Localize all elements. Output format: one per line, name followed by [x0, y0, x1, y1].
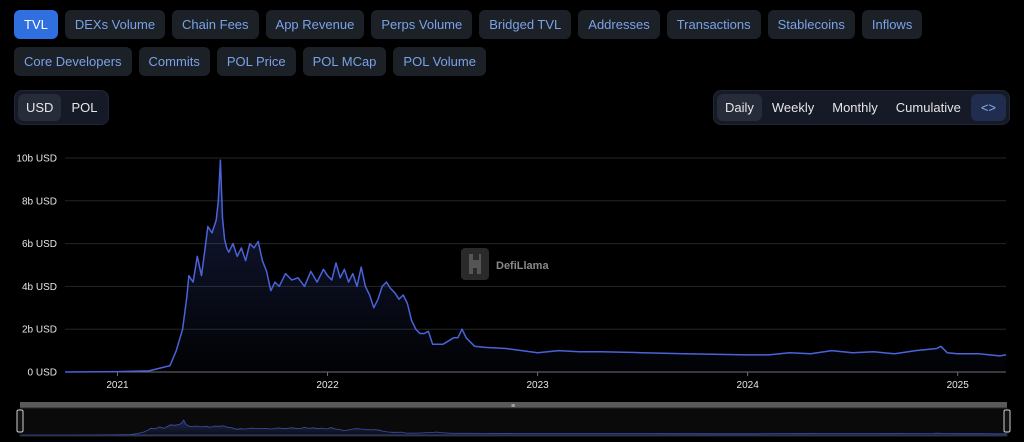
tab-chain-fees[interactable]: Chain Fees — [172, 10, 259, 39]
zoom-drag-grip-icon[interactable]: ≡ — [511, 403, 515, 410]
period-cumulative-button[interactable]: Cumulative — [895, 100, 961, 115]
zoom-right-handle[interactable] — [1003, 409, 1011, 433]
tab-tvl[interactable]: TVL — [14, 10, 58, 39]
x-tick-label: 2021 — [106, 380, 129, 391]
tab-addresses[interactable]: Addresses — [578, 10, 660, 39]
chart-tabs-row-2: Core Developers Commits POL Price POL MC… — [14, 47, 486, 76]
tab-pol-price[interactable]: POL Price — [216, 47, 296, 76]
y-tick-label: 0 USD — [28, 368, 57, 379]
tab-transactions[interactable]: Transactions — [666, 10, 761, 39]
defillama-watermark: DefiLlama — [461, 248, 549, 280]
zoom-preview-area — [21, 419, 1007, 436]
currency-toggle: USD POL — [14, 90, 110, 125]
x-tick-label: 2023 — [526, 380, 549, 391]
tab-inflows[interactable]: Inflows — [861, 10, 923, 39]
data-zoom-slider[interactable]: ≡ — [16, 402, 1011, 437]
period-monthly-button[interactable]: Monthly — [832, 100, 878, 115]
tab-commits[interactable]: Commits — [138, 47, 210, 76]
zoom-left-handle[interactable] — [16, 409, 24, 433]
tvl-chart: 0 USD 2b USD 4b USD 6b USD 8b USD 10b USD 202… — [16, 154, 1011, 437]
chart-tabs-row-1: TVL DEXs Volume Chain Fees App Revenue P… — [14, 10, 923, 39]
x-tick-label: 2022 — [316, 380, 339, 391]
tab-app-revenue[interactable]: App Revenue — [265, 10, 365, 39]
llama-logo — [461, 248, 489, 280]
y-tick-label: 6b USD — [22, 239, 57, 250]
tvl-series-line — [64, 159, 1007, 373]
x-tick-label: 2024 — [737, 380, 760, 391]
period-toggle: Daily Weekly Monthly Cumulative <> — [712, 90, 1010, 125]
tab-perps-volume[interactable]: Perps Volume — [371, 10, 473, 39]
y-axis: 0 USD 2b USD 4b USD 6b USD 8b USD 10b USD — [16, 154, 57, 379]
tab-core-developers[interactable]: Core Developers — [14, 47, 132, 76]
zoom-top-bar[interactable] — [20, 402, 1007, 408]
tab-dexs-volume[interactable]: DEXs Volume — [64, 10, 166, 39]
tab-stablecoins[interactable]: Stablecoins — [767, 10, 855, 39]
tab-pol-mcap[interactable]: POL MCap — [302, 47, 387, 76]
y-tick-label: 10b USD — [16, 154, 57, 165]
tvl-area — [65, 160, 1006, 372]
tab-pol-volume[interactable]: POL Volume — [393, 47, 486, 76]
period-daily-button[interactable]: Daily — [716, 94, 762, 121]
x-tick-label: 2025 — [947, 380, 970, 391]
period-weekly-button[interactable]: Weekly — [771, 100, 815, 115]
currency-usd-button[interactable]: USD — [18, 94, 62, 121]
tab-bridged-tvl[interactable]: Bridged TVL — [479, 10, 572, 39]
y-tick-label: 4b USD — [22, 282, 57, 293]
currency-pol-button[interactable]: POL — [71, 100, 98, 115]
y-tick-label: 2b USD — [22, 325, 57, 336]
x-axis: 2021 2022 2023 2024 2025 — [65, 371, 1006, 391]
watermark-text: DefiLlama — [496, 260, 549, 272]
code-icon[interactable]: <> — [970, 94, 1006, 121]
y-tick-label: 8b USD — [22, 196, 57, 207]
